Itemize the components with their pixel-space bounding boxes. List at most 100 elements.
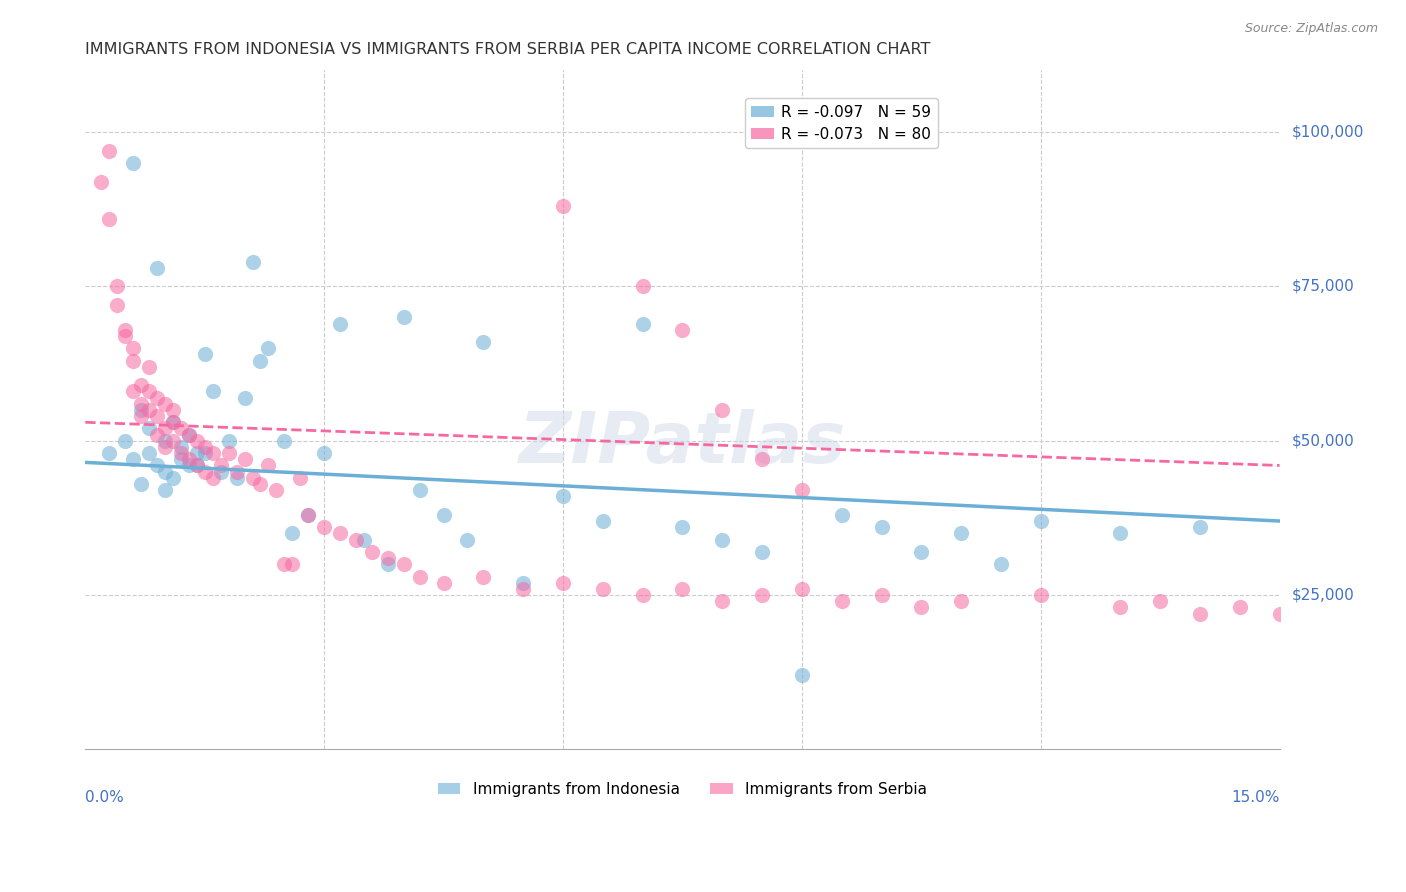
Point [209,458,232,473]
Point [329,317,352,331]
Point [1149,594,1171,608]
Point [1229,600,1251,615]
Point [162,415,184,429]
Point [273,558,295,572]
Point [129,397,152,411]
Text: ZIPatlas: ZIPatlas [519,409,846,478]
Point [177,458,200,473]
Point [98,211,121,226]
Point [790,668,813,682]
Point [162,403,184,417]
Point [472,334,495,349]
Point [870,520,893,534]
Point [177,452,200,467]
Point [170,446,193,460]
Point [472,569,495,583]
Point [631,588,654,602]
Point [592,514,614,528]
Point [551,199,574,213]
Point [201,471,224,485]
Point [153,421,176,435]
Point [432,508,454,522]
Point [631,317,654,331]
Text: 15.0%: 15.0% [1232,790,1279,805]
Point [177,427,200,442]
Point [249,477,271,491]
Point [512,575,534,590]
Point [114,323,136,337]
Point [1188,607,1211,621]
Point [114,329,136,343]
Point [138,384,160,399]
Point [790,582,813,596]
Point [950,594,973,608]
Text: $75,000: $75,000 [1292,279,1354,294]
Point [122,353,145,368]
Point [631,279,654,293]
Point [153,440,176,454]
Point [281,526,304,541]
Point [153,434,176,448]
Point [201,446,224,460]
Point [249,353,271,368]
Point [98,446,121,460]
Point [392,310,415,325]
Point [1029,514,1052,528]
Point [409,569,432,583]
Point [194,440,217,454]
Point [138,403,160,417]
Point [870,588,893,602]
Point [290,471,312,485]
Point [353,533,375,547]
Point [233,391,256,405]
Point [138,446,160,460]
Point [257,341,280,355]
Point [98,144,121,158]
Point [129,477,152,491]
Text: $50,000: $50,000 [1292,434,1354,449]
Point [751,588,773,602]
Point [162,471,184,485]
Text: IMMIGRANTS FROM INDONESIA VS IMMIGRANTS FROM SERBIA PER CAPITA INCOME CORRELATIO: IMMIGRANTS FROM INDONESIA VS IMMIGRANTS … [86,42,931,57]
Point [170,440,193,454]
Point [990,558,1012,572]
Point [146,409,169,423]
Point [129,378,152,392]
Legend: Immigrants from Indonesia, Immigrants from Serbia: Immigrants from Indonesia, Immigrants fr… [432,776,934,803]
Point [257,458,280,473]
Point [910,545,932,559]
Point [186,446,208,460]
Point [170,452,193,467]
Point [129,409,152,423]
Point [122,452,145,467]
Point [153,465,176,479]
Point [194,446,217,460]
Point [162,415,184,429]
Point [122,341,145,355]
Point [186,458,208,473]
Point [186,434,208,448]
Point [138,421,160,435]
Point [146,427,169,442]
Point [242,254,264,268]
Point [1109,526,1132,541]
Point [201,384,224,399]
Point [751,452,773,467]
Point [218,434,240,448]
Point [551,575,574,590]
Point [194,347,217,361]
Point [831,508,853,522]
Point [711,533,734,547]
Point [105,279,128,293]
Point [592,582,614,596]
Point [281,558,304,572]
Point [377,551,399,566]
Point [910,600,932,615]
Point [1029,588,1052,602]
Point [105,298,128,312]
Point [456,533,478,547]
Point [209,465,232,479]
Point [950,526,973,541]
Point [1188,520,1211,534]
Point [170,421,193,435]
